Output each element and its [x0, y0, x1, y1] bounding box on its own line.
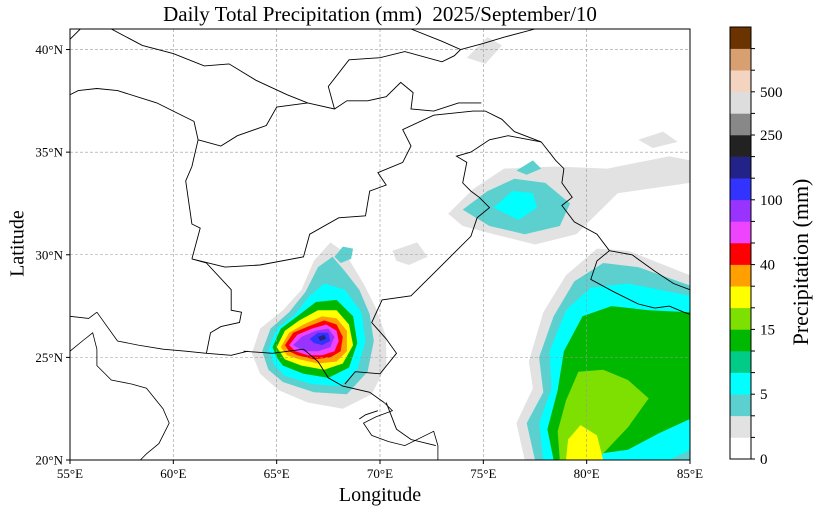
country-border [540, 141, 610, 251]
colorbar-bin [730, 113, 751, 136]
precip-area-scattered-north-west [334, 37, 678, 265]
colorbar-bin [730, 372, 751, 395]
colorbar-bin [730, 307, 751, 330]
y-tick-label: 25°N [35, 350, 63, 365]
country-border [385, 402, 436, 447]
x-tick-label: 85°E [677, 466, 703, 481]
y-axis-label: Latitude [6, 210, 29, 277]
colorbar-bin [730, 243, 751, 265]
precip-contour [318, 334, 327, 341]
x-tick-label: 55°E [57, 466, 83, 481]
coastline [70, 332, 170, 460]
precip-contour [638, 131, 678, 148]
precip-area-balochistan-storm [251, 242, 387, 409]
colorbar-tick-label: 0 [760, 452, 768, 468]
country-border [185, 139, 201, 260]
coastline [70, 311, 98, 319]
x-tick-label: 75°E [470, 466, 496, 481]
map-plot-area[interactable] [70, 29, 690, 460]
country-borders [70, 29, 690, 460]
precip-contour [334, 246, 354, 263]
y-tick-label: 40°N [35, 42, 63, 57]
precip-contour [466, 37, 502, 64]
colorbar-tick-label: 15 [760, 322, 775, 338]
country-border [609, 250, 690, 291]
colorbar-bin [730, 70, 751, 93]
country-border [197, 81, 482, 147]
colorbar-bin [730, 178, 751, 201]
x-tick-label: 60°E [160, 466, 186, 481]
country-border [590, 250, 690, 315]
country-border [485, 110, 542, 143]
coastline [362, 402, 439, 460]
x-tick-label: 80°E [574, 466, 600, 481]
country-border [327, 49, 461, 110]
colorbar-bin [730, 156, 751, 179]
country-border [191, 110, 486, 354]
country-border [111, 29, 308, 104]
colorbar-tick-label: 40 [760, 258, 775, 274]
colorbar-bin [730, 351, 751, 373]
colorbar-tick-label: 100 [760, 193, 783, 209]
country-border [206, 350, 248, 356]
country-border [70, 29, 91, 40]
precip-contour [493, 191, 538, 220]
colorbar-bin [730, 199, 751, 222]
colorbar-bin [730, 221, 751, 244]
colorbar-label: Precipitation (mm) [788, 178, 813, 346]
precip-area-north-east-rain [448, 156, 690, 245]
y-tick-label: 30°N [35, 247, 63, 262]
map-title: Daily Total Precipitation (mm) 2025/Sept… [163, 2, 597, 26]
y-tick-label: 35°N [35, 145, 63, 160]
country-border [243, 348, 385, 403]
coastline [96, 311, 207, 354]
colorbar-bin [730, 286, 751, 309]
precipitation-field [251, 37, 690, 460]
axis-ticks: 55°E 60°E 65°E 70°E 75°E 80°E 85°E 20°N 25°N 30°N… [35, 42, 703, 481]
colorbar-tick-label: 250 [760, 128, 783, 144]
colorbar-bin [730, 91, 751, 114]
lat-lon-grid [70, 29, 690, 460]
colorbar-bin [730, 27, 751, 49]
x-tick-label: 70°E [367, 466, 393, 481]
colorbar-bin [730, 394, 751, 417]
colorbar-bin [730, 437, 751, 460]
colorbar-bin [730, 329, 751, 352]
country-border [410, 29, 536, 50]
x-tick-label: 65°E [264, 466, 290, 481]
colorbar-bin [730, 264, 751, 287]
country-border [70, 88, 199, 140]
precip-contour [516, 160, 542, 175]
precip-area-india-rain [516, 248, 690, 460]
precip-contour [392, 242, 428, 265]
colorbar: 0 5 15 40 100 250 500 [729, 26, 783, 468]
y-tick-label: 20°N [35, 453, 63, 468]
colorbar-bin [730, 48, 751, 71]
colorbar-bin [730, 415, 751, 438]
country-border [359, 410, 379, 420]
country-border [344, 135, 542, 385]
x-axis-label: Longitude [338, 484, 422, 506]
colorbar-tick-label: 500 [760, 85, 783, 101]
colorbar-bin [730, 135, 751, 157]
colorbar-tick-label: 5 [760, 387, 768, 403]
precip-contour [566, 425, 604, 460]
